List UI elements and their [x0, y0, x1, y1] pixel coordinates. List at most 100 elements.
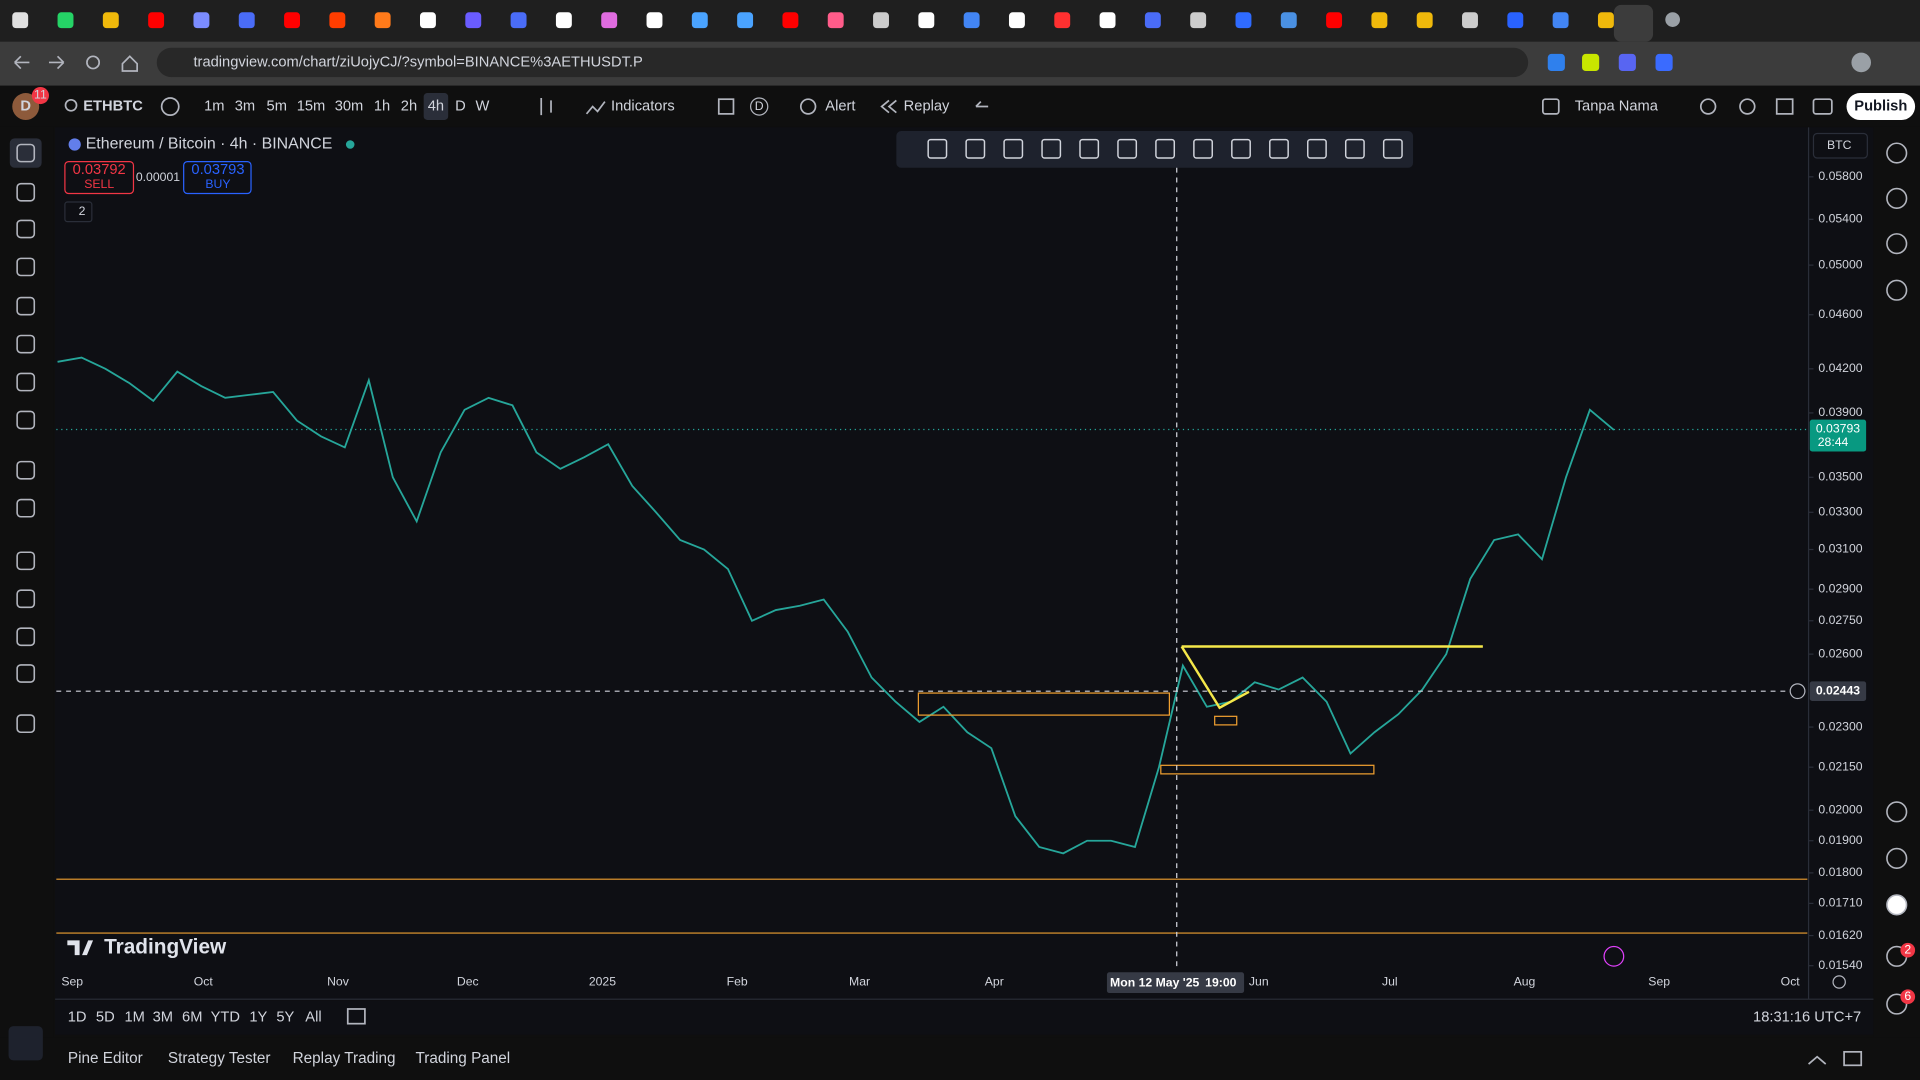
- indicators[interactable]: Indicators: [611, 98, 675, 114]
- drawing-tool[interactable]: [16, 498, 36, 518]
- drawing-tool[interactable]: [16, 334, 36, 354]
- symbol[interactable]: ETHBTC: [83, 98, 143, 114]
- floating-tool[interactable]: [1003, 138, 1024, 159]
- interval[interactable]: 3m: [235, 98, 255, 114]
- browser-tab[interactable]: [1665, 12, 1680, 27]
- alert[interactable]: Alert: [825, 98, 855, 114]
- floating-tool[interactable]: [1307, 138, 1327, 159]
- drawing-tool[interactable]: [16, 589, 36, 609]
- panel-tab[interactable]: Replay Trading: [293, 1050, 396, 1067]
- sidebar-icon[interactable]: [1886, 801, 1908, 823]
- browser-tab[interactable]: [782, 12, 799, 29]
- floating-tool[interactable]: [1193, 138, 1213, 159]
- browser-tab[interactable]: [12, 12, 29, 29]
- sidebar-icon[interactable]: [1886, 279, 1908, 301]
- panel-tab[interactable]: Strategy Tester: [168, 1050, 271, 1067]
- floating-tool[interactable]: [1155, 138, 1176, 159]
- sidebar-icon[interactable]: [1886, 894, 1908, 916]
- settings[interactable]: [1739, 98, 1756, 115]
- browser-tab[interactable]: [1099, 12, 1116, 29]
- interval[interactable]: 30m: [335, 98, 364, 114]
- browser-tab[interactable]: [374, 12, 391, 29]
- browser-tab[interactable]: [1190, 12, 1207, 29]
- axis-settings[interactable]: [1832, 975, 1846, 989]
- browser-tab[interactable]: [737, 12, 754, 29]
- drawing-tool[interactable]: [16, 296, 36, 316]
- floating-tool[interactable]: [1269, 138, 1289, 159]
- browser-tab[interactable]: [555, 12, 572, 29]
- browser-tab[interactable]: [1054, 12, 1071, 29]
- browser-tab[interactable]: [329, 12, 346, 29]
- chart-type[interactable]: [540, 97, 552, 116]
- browser-tab[interactable]: [193, 12, 210, 29]
- undo[interactable]: [975, 101, 989, 108]
- omnibox[interactable]: [156, 47, 1529, 78]
- reload-button[interactable]: [86, 55, 101, 70]
- browser-tab[interactable]: [827, 12, 844, 29]
- sidebar-icon[interactable]: [1886, 233, 1908, 255]
- browser-tab[interactable]: [420, 12, 436, 29]
- browser-tab[interactable]: [1235, 12, 1252, 29]
- back-button[interactable]: [14, 55, 30, 70]
- browser-tab[interactable]: [1371, 12, 1388, 29]
- layout-name[interactable]: Tanpa Nama: [1575, 98, 1659, 114]
- browser-tab[interactable]: [57, 12, 74, 29]
- browser-tab[interactable]: [148, 12, 165, 29]
- browser-tab[interactable]: [1416, 12, 1433, 29]
- sidebar-icon[interactable]: [1886, 142, 1908, 164]
- browser-tab[interactable]: [1552, 12, 1569, 29]
- drawing-tool[interactable]: [16, 551, 36, 571]
- quick-search[interactable]: [1699, 98, 1717, 115]
- browser-tab[interactable]: [691, 12, 708, 29]
- floating-tool[interactable]: [1041, 138, 1062, 159]
- drawing-tool[interactable]: [16, 182, 36, 202]
- interval[interactable]: 1h: [374, 98, 390, 114]
- home-button[interactable]: [121, 55, 138, 72]
- interval[interactable]: D: [455, 98, 466, 114]
- browser-tab[interactable]: [1507, 12, 1524, 29]
- fullscreen[interactable]: [1775, 98, 1794, 115]
- compare-button[interactable]: [160, 97, 180, 116]
- collapse-button[interactable]: [64, 201, 93, 223]
- floating-tool[interactable]: [1382, 138, 1403, 159]
- browser-tab[interactable]: [873, 12, 889, 29]
- browser-tab[interactable]: [646, 12, 663, 29]
- panel-tab[interactable]: Pine Editor: [68, 1050, 143, 1067]
- range-button[interactable]: 5D: [96, 1009, 115, 1025]
- sidebar-icon[interactable]: [1886, 993, 1908, 1015]
- active-tab[interactable]: [1613, 4, 1654, 42]
- browser-tab[interactable]: [1326, 12, 1343, 29]
- range-button[interactable]: 6M: [182, 1009, 202, 1025]
- drawing-tool[interactable]: [16, 714, 36, 734]
- browser-tab[interactable]: [465, 12, 482, 29]
- interval[interactable]: 2h: [401, 98, 417, 114]
- drawing-tool[interactable]: [16, 372, 36, 392]
- floating-tool[interactable]: [965, 138, 986, 159]
- extension[interactable]: [1582, 53, 1600, 72]
- extension[interactable]: [1655, 53, 1673, 72]
- floating-tool[interactable]: [1117, 138, 1138, 159]
- browser-tab[interactable]: [601, 12, 618, 29]
- drawing-tool[interactable]: [16, 664, 36, 683]
- browser-tab[interactable]: [238, 12, 255, 29]
- interval[interactable]: 5m: [267, 98, 287, 114]
- sidebar-icon[interactable]: [1886, 847, 1908, 869]
- range-button[interactable]: 1D: [68, 1009, 87, 1025]
- range-button[interactable]: YTD: [211, 1009, 240, 1025]
- browser-tab[interactable]: [963, 12, 980, 29]
- range-button[interactable]: 1M: [124, 1009, 144, 1025]
- range-button[interactable]: All: [305, 1009, 321, 1025]
- drawing-tool[interactable]: [16, 257, 36, 277]
- extension[interactable]: [1547, 53, 1565, 72]
- browser-tab[interactable]: [1008, 12, 1025, 29]
- forward-button[interactable]: [48, 55, 65, 70]
- floating-tool[interactable]: [1344, 138, 1365, 159]
- watchlist-star[interactable]: [8, 1026, 43, 1061]
- floating-tool[interactable]: [927, 138, 948, 159]
- interval[interactable]: W: [476, 98, 490, 114]
- crosshair-plus[interactable]: [1789, 683, 1806, 700]
- browser-tab[interactable]: [102, 12, 119, 29]
- sidebar-icon[interactable]: [1886, 187, 1908, 209]
- range-button[interactable]: 1Y: [249, 1009, 267, 1025]
- range-button[interactable]: 3M: [153, 1009, 173, 1025]
